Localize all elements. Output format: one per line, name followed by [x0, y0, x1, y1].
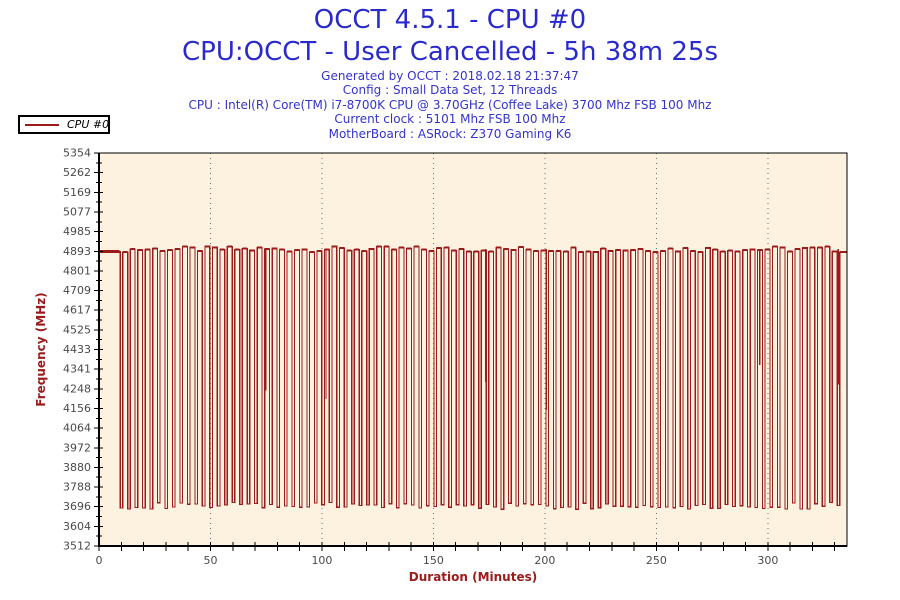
svg-text:4893: 4893: [63, 245, 91, 258]
svg-text:100: 100: [311, 554, 332, 567]
svg-text:4341: 4341: [63, 363, 91, 376]
svg-text:150: 150: [423, 554, 444, 567]
x-ticks: 0 50 100 150 200 250 300: [96, 542, 836, 567]
svg-text:4433: 4433: [63, 343, 91, 356]
x-axis-label: Duration (Minutes): [408, 570, 538, 584]
svg-text:0: 0: [96, 554, 103, 567]
info-line-current-clock: Current clock : 5101 Mhz FSB 100 Mhz: [334, 112, 566, 127]
svg-text:300: 300: [757, 554, 778, 567]
svg-text:4985: 4985: [63, 225, 91, 238]
legend: CPU #0: [18, 115, 110, 134]
svg-text:4709: 4709: [63, 284, 91, 297]
info-line-cpu: CPU : Intel(R) Core(TM) i7-8700K CPU @ 3…: [188, 97, 712, 112]
svg-text:5262: 5262: [63, 166, 91, 179]
svg-text:50: 50: [203, 554, 217, 567]
page-subtitle: CPU:OCCT - User Cancelled - 5h 38m 25s: [181, 37, 719, 67]
plot-area: [99, 153, 847, 546]
page-title: OCCT 4.5.1 - CPU #0: [313, 5, 587, 35]
svg-text:4525: 4525: [63, 323, 91, 336]
y-ticks: 3512 3604 3696 3788 3880 3972 4064 4156 4248 4341…: [63, 147, 103, 553]
report-info-block: Generated by OCCT : 2018.02.18 21:37:47 …: [0, 69, 900, 141]
svg-text:4064: 4064: [63, 422, 91, 435]
series-cpu0: [99, 245, 847, 510]
svg-text:3788: 3788: [63, 481, 91, 494]
svg-text:5077: 5077: [63, 205, 91, 218]
svg-text:200: 200: [534, 554, 555, 567]
svg-text:3696: 3696: [63, 500, 91, 513]
svg-text:250: 250: [646, 554, 667, 567]
legend-series-label: CPU #0: [67, 118, 110, 131]
svg-text:4617: 4617: [63, 304, 91, 317]
info-line-config: Config : Small Data Set, 12 Threads: [342, 83, 558, 98]
svg-text:3512: 3512: [63, 540, 91, 553]
info-line-motherboard: MotherBoard : ASRock: Z370 Gaming K6: [328, 126, 572, 141]
svg-text:4801: 4801: [63, 264, 91, 277]
svg-text:3604: 3604: [63, 520, 91, 533]
svg-text:3972: 3972: [63, 441, 91, 454]
svg-text:4156: 4156: [63, 402, 91, 415]
series-line-swatch: [25, 123, 59, 126]
svg-text:3880: 3880: [63, 461, 91, 474]
svg-text:5354: 5354: [63, 147, 91, 160]
info-line-generated: Generated by OCCT : 2018.02.18 21:37:47: [321, 69, 579, 83]
svg-text:4248: 4248: [63, 382, 91, 395]
svg-text:5169: 5169: [63, 186, 91, 199]
